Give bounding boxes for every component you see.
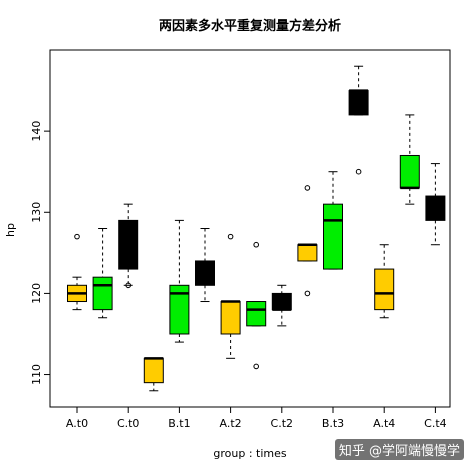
box-body xyxy=(92,276,113,311)
outlier-point xyxy=(125,282,131,289)
box-body xyxy=(323,203,343,270)
watermark: 知乎 @学阿端慢慢学 xyxy=(334,439,464,460)
box-body xyxy=(169,284,190,335)
y-tick-label: 120 xyxy=(30,283,43,304)
outlier-point xyxy=(304,290,311,297)
plot-frame xyxy=(49,49,451,408)
box-1 xyxy=(67,233,87,311)
x-axis-label: group : times xyxy=(213,447,286,460)
box-11 xyxy=(323,171,343,270)
x-axis: A.t0 C.t0 B.t1 A.t2 C.t2 B.t3 A.t4 C.t4 xyxy=(66,407,447,430)
box-body xyxy=(246,301,267,327)
box-body xyxy=(348,90,369,116)
outlier-point xyxy=(74,233,80,240)
box-body xyxy=(220,301,241,335)
x-tick-label: C.t4 xyxy=(424,417,447,430)
y-axis-label: hp xyxy=(4,223,17,237)
box-series xyxy=(67,65,446,392)
x-tick-label: A.t2 xyxy=(220,417,242,430)
box-14 xyxy=(399,114,420,205)
outlier-point xyxy=(304,185,311,191)
y-axis: 110 120 130 140 xyxy=(30,121,50,385)
box-4 xyxy=(143,357,164,392)
x-tick-label: A.t4 xyxy=(373,417,395,430)
box-12 xyxy=(348,65,369,175)
y-tick-label: 130 xyxy=(30,202,43,223)
y-tick-label: 140 xyxy=(30,121,43,142)
x-tick-label: C.t2 xyxy=(271,417,294,430)
x-tick-label: C.t0 xyxy=(117,417,140,430)
box-body xyxy=(297,244,318,262)
outlier-point xyxy=(355,168,362,175)
box-5 xyxy=(169,219,190,343)
box-7 xyxy=(220,233,241,359)
box-9 xyxy=(271,284,292,327)
box-body xyxy=(374,268,395,311)
box-8 xyxy=(246,241,267,370)
box-body xyxy=(143,357,164,384)
outlier-point xyxy=(253,363,260,370)
box-body xyxy=(271,292,292,311)
x-tick-label: B.t1 xyxy=(168,417,190,430)
x-tick-label: A.t0 xyxy=(66,417,88,430)
box-2 xyxy=(92,228,113,319)
y-tick-label: 110 xyxy=(30,364,43,385)
outlier-point xyxy=(253,241,260,248)
box-13 xyxy=(374,244,395,319)
x-tick-label: B.t3 xyxy=(322,417,344,430)
box-6 xyxy=(195,228,215,303)
box-body xyxy=(425,195,446,221)
box-3 xyxy=(118,203,139,289)
box-10 xyxy=(297,185,318,297)
box-body xyxy=(118,219,139,270)
outlier-point xyxy=(227,233,234,240)
chart-title: 两因素多水平重复测量方差分析 xyxy=(159,18,341,34)
box-15 xyxy=(425,163,446,246)
box-body xyxy=(399,154,420,189)
box-body xyxy=(195,260,215,286)
